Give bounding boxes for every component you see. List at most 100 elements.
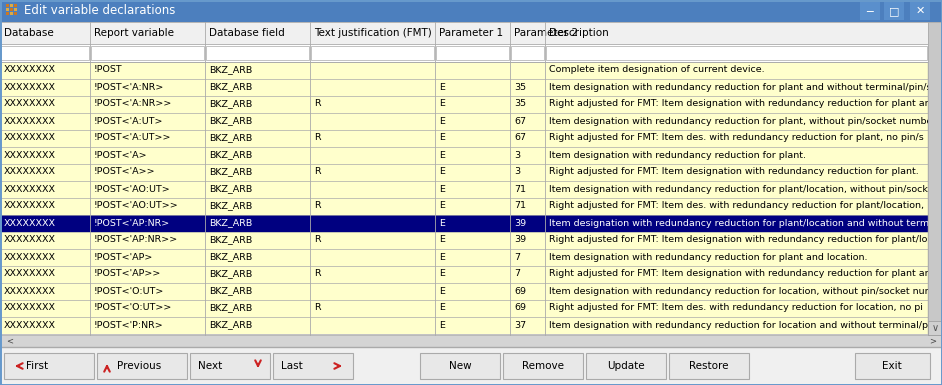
- Text: Parameter 1: Parameter 1: [439, 28, 503, 38]
- Bar: [928, 232, 942, 249]
- Text: Item designation with redundancy reduction for location, without pin/socket nun: Item designation with redundancy reducti…: [549, 286, 931, 296]
- Bar: [14, 4, 17, 7]
- Bar: [0, 300, 928, 317]
- Text: BKZ_ARB: BKZ_ARB: [209, 151, 252, 159]
- Text: Database: Database: [4, 28, 54, 38]
- Text: 39: 39: [514, 236, 527, 244]
- Bar: [910, 2, 930, 20]
- Bar: [14, 12, 17, 15]
- Text: !POST<'AO:UT>: !POST<'AO:UT>: [94, 184, 171, 194]
- Text: BKZ_ARB: BKZ_ARB: [209, 286, 252, 296]
- Bar: [669, 353, 749, 379]
- Text: E: E: [439, 320, 445, 330]
- Text: !POST<'A:UT>>: !POST<'A:UT>>: [94, 134, 171, 142]
- Text: BKZ_ARB: BKZ_ARB: [209, 99, 252, 109]
- Text: E: E: [439, 151, 445, 159]
- Bar: [0, 335, 942, 347]
- Text: Right adjusted for FMT: Item designation with redundancy reduction for plant ar: Right adjusted for FMT: Item designation…: [549, 99, 929, 109]
- Text: BKZ_ARB: BKZ_ARB: [209, 201, 252, 211]
- Text: Exit: Exit: [882, 361, 901, 371]
- Text: 67: 67: [514, 134, 526, 142]
- Bar: [97, 353, 187, 379]
- Text: !POST: !POST: [94, 65, 122, 75]
- Bar: [420, 353, 500, 379]
- Bar: [1, 46, 89, 60]
- Bar: [6, 4, 9, 7]
- Text: Right adjusted for FMT: Item designation with redundancy reduction for plant ar: Right adjusted for FMT: Item designation…: [549, 270, 929, 278]
- Text: 71: 71: [514, 184, 526, 194]
- Text: Remove: Remove: [522, 361, 564, 371]
- Text: !POST<'AO:UT>>: !POST<'AO:UT>>: [94, 201, 179, 211]
- Text: □: □: [888, 6, 900, 16]
- Bar: [6, 8, 9, 11]
- Text: R: R: [314, 134, 320, 142]
- Text: Text justification (FMT): Text justification (FMT): [314, 28, 431, 38]
- Bar: [928, 147, 942, 164]
- Bar: [206, 46, 309, 60]
- Bar: [928, 22, 942, 44]
- Text: 71: 71: [514, 201, 526, 211]
- Text: Restore: Restore: [690, 361, 729, 371]
- Text: R: R: [314, 167, 320, 176]
- Text: XXXXXXXX: XXXXXXXX: [4, 151, 56, 159]
- Text: E: E: [439, 184, 445, 194]
- Text: E: E: [439, 236, 445, 244]
- Text: XXXXXXXX: XXXXXXXX: [4, 65, 56, 75]
- Text: Edit variable declarations: Edit variable declarations: [24, 5, 175, 17]
- Bar: [0, 62, 928, 79]
- Text: 69: 69: [514, 303, 526, 313]
- Text: Right adjusted for FMT: Item designation with redundancy reduction for plant/lo: Right adjusted for FMT: Item designation…: [549, 236, 927, 244]
- Bar: [928, 44, 942, 62]
- Text: BKZ_ARB: BKZ_ARB: [209, 253, 252, 261]
- Text: !POST<'AP>>: !POST<'AP>>: [94, 270, 161, 278]
- Text: Item designation with redundancy reduction for plant, without pin/socket numbe: Item designation with redundancy reducti…: [549, 117, 933, 126]
- Text: 69: 69: [514, 286, 526, 296]
- Bar: [0, 283, 928, 300]
- Text: E: E: [439, 253, 445, 261]
- Bar: [273, 353, 353, 379]
- Text: E: E: [439, 270, 445, 278]
- Text: E: E: [439, 99, 445, 109]
- Bar: [928, 198, 942, 215]
- Bar: [0, 79, 928, 96]
- Text: XXXXXXXX: XXXXXXXX: [4, 303, 56, 313]
- Text: Parameter 2: Parameter 2: [514, 28, 578, 38]
- Text: New: New: [448, 361, 471, 371]
- Text: Database field: Database field: [209, 28, 284, 38]
- Bar: [0, 215, 928, 232]
- Text: 3: 3: [514, 151, 520, 159]
- Bar: [928, 181, 942, 198]
- Text: E: E: [439, 219, 445, 228]
- Bar: [0, 347, 942, 385]
- Bar: [311, 46, 434, 60]
- Text: XXXXXXXX: XXXXXXXX: [4, 253, 56, 261]
- Bar: [4, 353, 94, 379]
- Bar: [546, 46, 927, 60]
- Text: XXXXXXXX: XXXXXXXX: [4, 134, 56, 142]
- Text: !POST<'AP:NR>: !POST<'AP:NR>: [94, 219, 171, 228]
- Text: Previous: Previous: [117, 361, 161, 371]
- Text: Item designation with redundancy reduction for location and without terminal/pi: Item designation with redundancy reducti…: [549, 320, 931, 330]
- Text: XXXXXXXX: XXXXXXXX: [4, 117, 56, 126]
- Text: !POST<'A>: !POST<'A>: [94, 151, 148, 159]
- Text: BKZ_ARB: BKZ_ARB: [209, 236, 252, 244]
- Bar: [0, 22, 928, 44]
- Text: E: E: [439, 117, 445, 126]
- Text: Update: Update: [608, 361, 645, 371]
- Text: XXXXXXXX: XXXXXXXX: [4, 99, 56, 109]
- Text: Item designation with redundancy reduction for plant and without terminal/pin/s: Item designation with redundancy reducti…: [549, 82, 932, 92]
- Text: XXXXXXXX: XXXXXXXX: [4, 286, 56, 296]
- Text: !POST<'O:UT>>: !POST<'O:UT>>: [94, 303, 172, 313]
- Text: BKZ_ARB: BKZ_ARB: [209, 320, 252, 330]
- Text: R: R: [314, 303, 320, 313]
- Text: R: R: [314, 201, 320, 211]
- Text: E: E: [439, 286, 445, 296]
- Bar: [884, 2, 904, 20]
- Text: 7: 7: [514, 253, 520, 261]
- Bar: [928, 96, 942, 113]
- Bar: [928, 113, 942, 130]
- Bar: [0, 113, 928, 130]
- Text: E: E: [439, 134, 445, 142]
- Bar: [436, 46, 509, 60]
- Bar: [928, 79, 942, 96]
